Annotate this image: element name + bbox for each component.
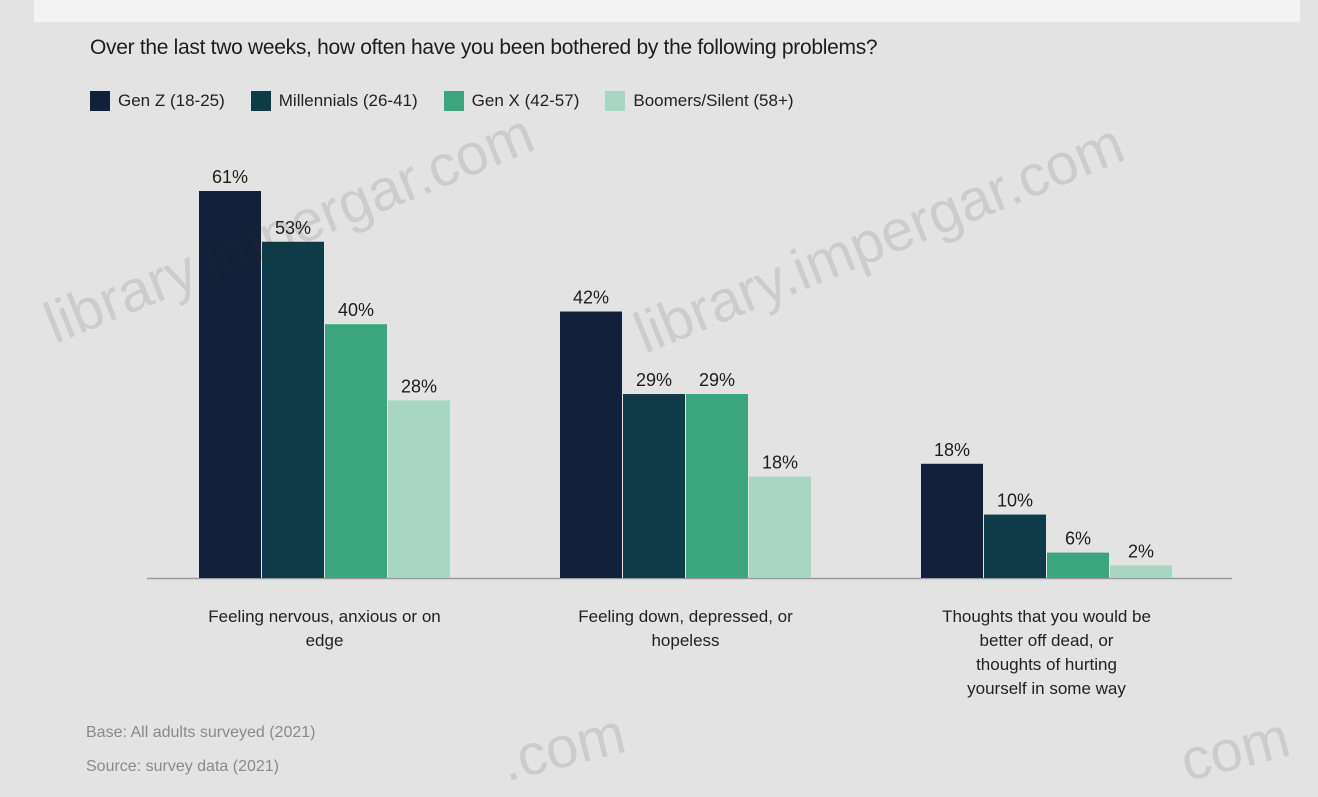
category-label-2-line-1: Feeling down, depressed, or xyxy=(578,607,793,626)
data-label-1-3: 18% xyxy=(934,440,970,460)
legend-swatch-gen-x xyxy=(443,91,464,111)
data-label-2-1: 53% xyxy=(275,218,311,238)
data-label-3-2: 29% xyxy=(699,370,735,390)
category-label-1-line-1: Feeling nervous, anxious or on xyxy=(208,607,440,626)
data-label-3-3: 6% xyxy=(1065,529,1091,549)
footnote-source: Source: survey data (2021) xyxy=(86,758,279,775)
legend-label-boomers: Boomers/Silent (58+) xyxy=(633,91,794,110)
data-label-1-2: 42% xyxy=(573,288,609,308)
bar-gen-2 xyxy=(686,394,748,578)
chart-legend: Gen Z (18-25) Millennials (26-41) Gen X … xyxy=(90,86,820,116)
data-label-2-3: 10% xyxy=(997,491,1033,511)
legend-item-boomers: Boomers/Silent (58+) xyxy=(605,91,794,111)
footnote-base: Base: All adults surveyed (2021) xyxy=(86,724,316,741)
bar-gen-3 xyxy=(921,463,983,578)
category-label-1-line-2: edge xyxy=(306,631,344,650)
bar-boomers/silent-2 xyxy=(749,476,811,578)
bar-boomers/silent-1 xyxy=(388,400,450,578)
category-label-3-line-3: thoughts of hurting xyxy=(976,655,1117,674)
data-label-1-1: 61% xyxy=(212,167,248,187)
bar-gen-2 xyxy=(560,311,622,578)
legend-item-gen-x: Gen X (42-57) xyxy=(443,91,580,111)
category-label-3-line-1: Thoughts that you would be xyxy=(942,607,1151,626)
category-label-2-line-2: hopeless xyxy=(651,631,719,650)
legend-item-gen-z: Gen Z (18-25) xyxy=(90,91,225,111)
legend-swatch-gen-z xyxy=(90,91,110,111)
legend-label-gen-z: Gen Z (18-25) xyxy=(118,91,225,110)
bar-millennials-3 xyxy=(984,514,1046,578)
data-label-4-1: 28% xyxy=(401,376,437,396)
bar-millennials-2 xyxy=(623,394,685,578)
legend-label-gen-x: Gen X (42-57) xyxy=(471,91,580,110)
bar-gen-1 xyxy=(199,191,261,578)
category-label-3-line-4: yourself in some way xyxy=(967,679,1126,698)
bar-gen-1 xyxy=(325,324,387,578)
data-label-3-1: 40% xyxy=(338,300,374,320)
bar-millennials-1 xyxy=(262,241,324,579)
legend-label-millennials: Millennials (26-41) xyxy=(278,91,418,110)
category-label-3-line-2: better off dead, or xyxy=(980,631,1114,650)
legend-swatch-boomers xyxy=(605,91,626,111)
data-label-2-2: 29% xyxy=(636,370,672,390)
data-label-4-2: 18% xyxy=(762,452,798,472)
legend-item-millennials: Millennials (26-41) xyxy=(250,91,418,111)
data-label-4-3: 2% xyxy=(1128,541,1154,561)
top-strip xyxy=(34,0,1300,22)
bar-boomers/silent-3 xyxy=(1110,565,1172,578)
legend-swatch-millennials xyxy=(250,91,271,111)
bar-gen-3 xyxy=(1047,552,1109,578)
chart-title: Over the last two weeks, how often have … xyxy=(90,36,878,59)
